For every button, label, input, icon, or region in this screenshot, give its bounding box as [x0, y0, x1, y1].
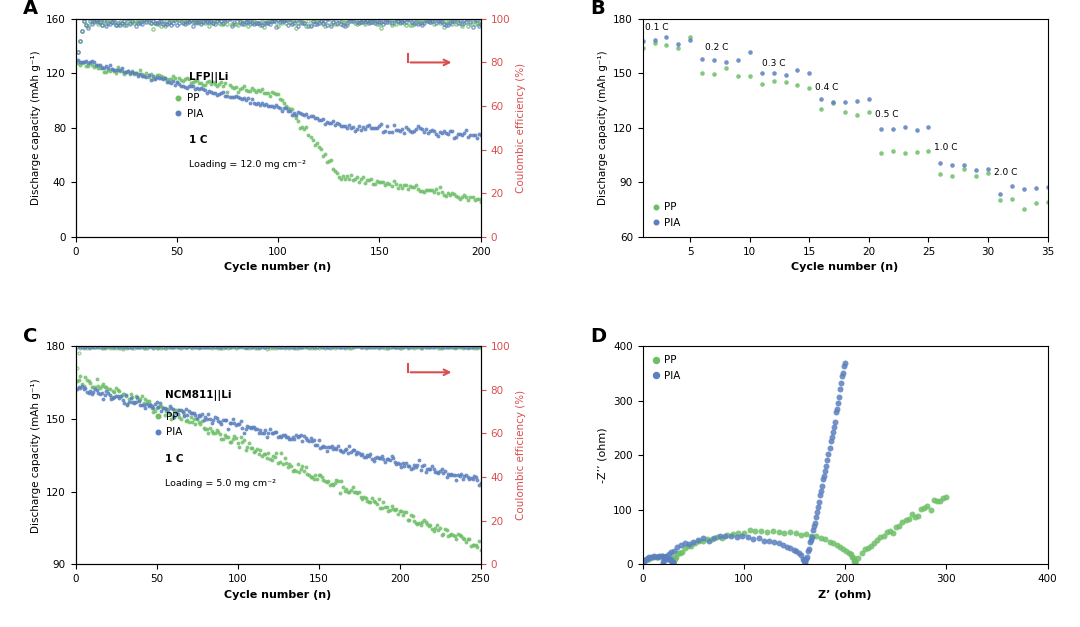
Text: 0.4 C: 0.4 C [815, 83, 839, 92]
Legend: PP, PIA: PP, PIA [648, 351, 685, 385]
Legend: PP, PIA: PP, PIA [648, 198, 685, 232]
Text: 1 C: 1 C [164, 454, 184, 464]
Text: NCM811||Li: NCM811||Li [164, 391, 231, 401]
Y-axis label: -Z’’ (ohm): -Z’’ (ohm) [597, 428, 608, 483]
Text: 0.5 C: 0.5 C [875, 110, 899, 119]
X-axis label: Cycle number (n): Cycle number (n) [225, 262, 332, 272]
Text: Loading = 12.0 mg cm⁻²: Loading = 12.0 mg cm⁻² [189, 160, 306, 169]
Text: A: A [23, 0, 38, 18]
Y-axis label: Discharge capacity (mAh g⁻¹): Discharge capacity (mAh g⁻¹) [597, 51, 608, 205]
X-axis label: Z’ (ohm): Z’ (ohm) [819, 589, 872, 599]
Text: Loading = 5.0 mg cm⁻²: Loading = 5.0 mg cm⁻² [164, 479, 275, 488]
Text: 0.2 C: 0.2 C [704, 43, 728, 51]
Y-axis label: Discharge capacity (mAh g⁻¹): Discharge capacity (mAh g⁻¹) [30, 378, 41, 532]
Text: 2.0 C: 2.0 C [994, 168, 1017, 177]
Text: B: B [590, 0, 605, 18]
Text: 1.0 C: 1.0 C [934, 143, 958, 152]
Y-axis label: Coulombic efficiency (%): Coulombic efficiency (%) [515, 63, 526, 193]
Text: 0.1 C: 0.1 C [645, 23, 669, 32]
Y-axis label: Discharge capacity (mAh g⁻¹): Discharge capacity (mAh g⁻¹) [30, 51, 41, 205]
Text: LFP||Li: LFP||Li [189, 72, 228, 83]
Legend: PP, PIA: PP, PIA [150, 408, 187, 441]
Text: D: D [590, 327, 606, 345]
X-axis label: Cycle number (n): Cycle number (n) [225, 589, 332, 599]
Text: 0.3 C: 0.3 C [761, 59, 785, 68]
X-axis label: Cycle number (n): Cycle number (n) [792, 262, 899, 272]
Legend: PP, PIA: PP, PIA [170, 89, 207, 123]
Text: C: C [23, 327, 38, 345]
Text: 1 C: 1 C [189, 135, 207, 145]
Y-axis label: Coulombic efficiency (%): Coulombic efficiency (%) [515, 390, 526, 520]
